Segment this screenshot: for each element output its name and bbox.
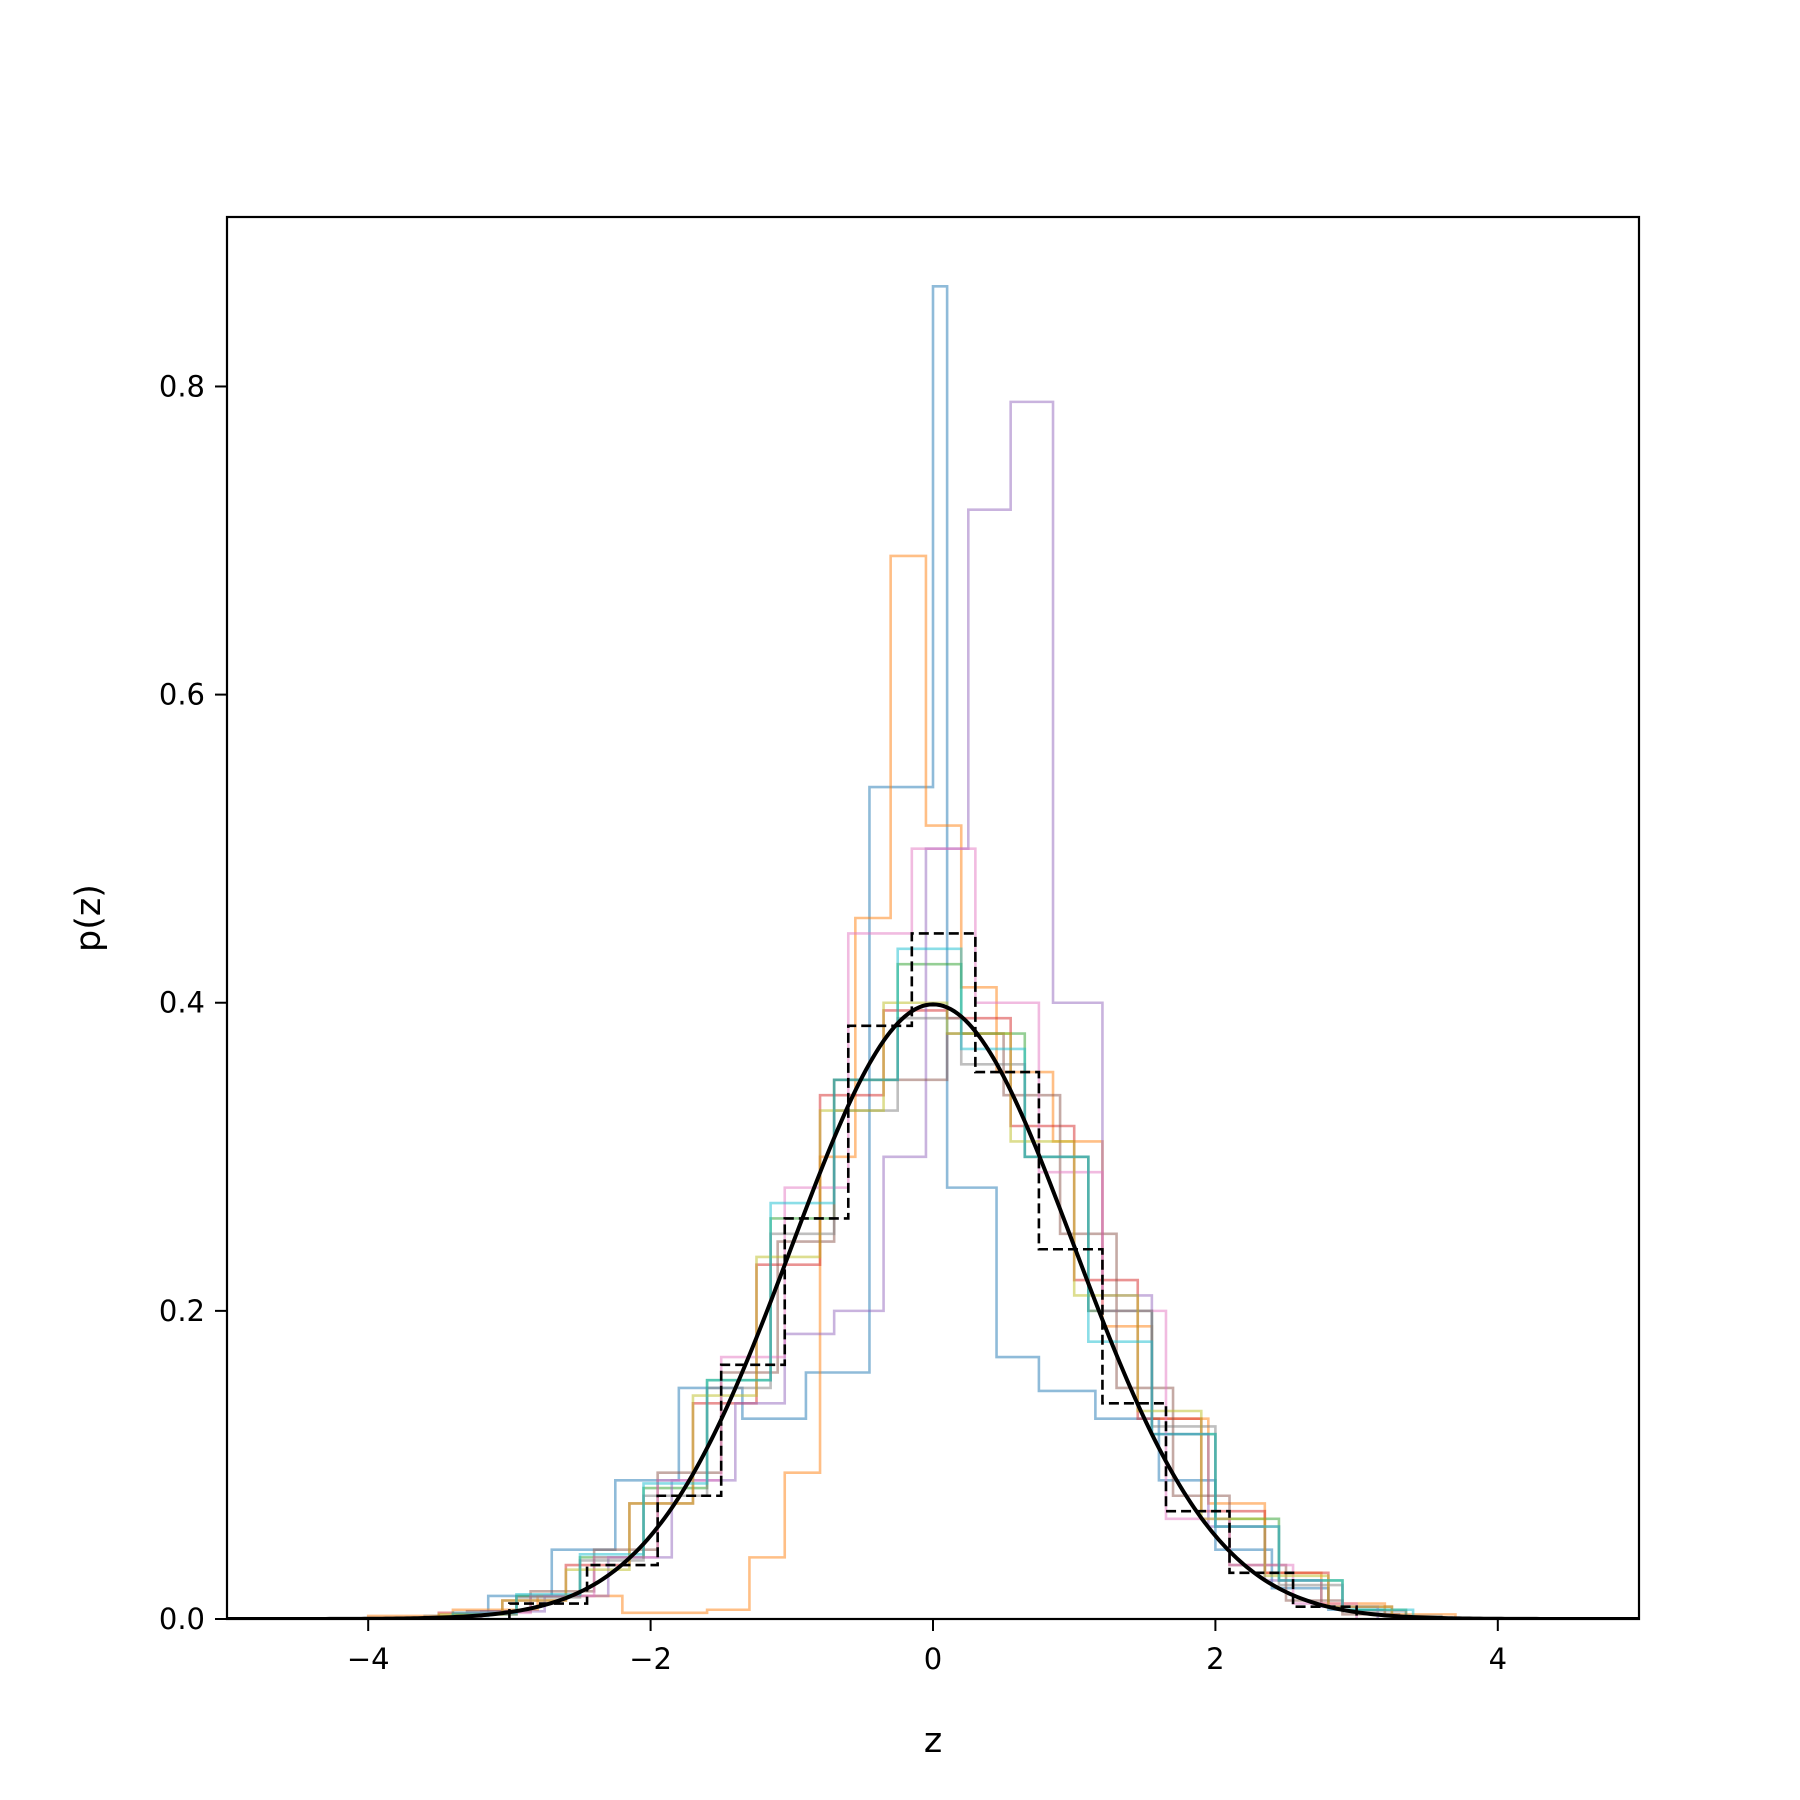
y-axis-label: p(z) [69, 884, 109, 952]
x-tick-label: −2 [629, 1642, 672, 1676]
normal-pdf-curve [227, 1002, 1639, 1619]
histogram-series-3 [451, 962, 1408, 1619]
axis-ticks: −4 −2 0 2 4 0.0 0.2 0.4 0.6 0.8 [159, 369, 1507, 1676]
histogram-series-10 [451, 947, 1415, 1619]
y-tick-label: 0.6 [159, 678, 205, 712]
x-tick-label: −4 [347, 1642, 390, 1676]
y-tick-label: 0.8 [159, 369, 205, 403]
x-tick-label: 2 [1206, 1642, 1224, 1676]
x-tick-label: 4 [1489, 1642, 1507, 1676]
x-tick-label: 0 [924, 1642, 942, 1676]
x-axis-label: z [924, 1721, 942, 1761]
y-tick-label: 0.0 [159, 1602, 205, 1636]
y-tick-label: 0.4 [159, 986, 205, 1020]
plot-area [227, 285, 1639, 1619]
y-tick-label: 0.2 [159, 1294, 205, 1328]
histogram-series-9 [437, 1001, 1394, 1619]
reference-histogram-dashed [508, 932, 1358, 1619]
